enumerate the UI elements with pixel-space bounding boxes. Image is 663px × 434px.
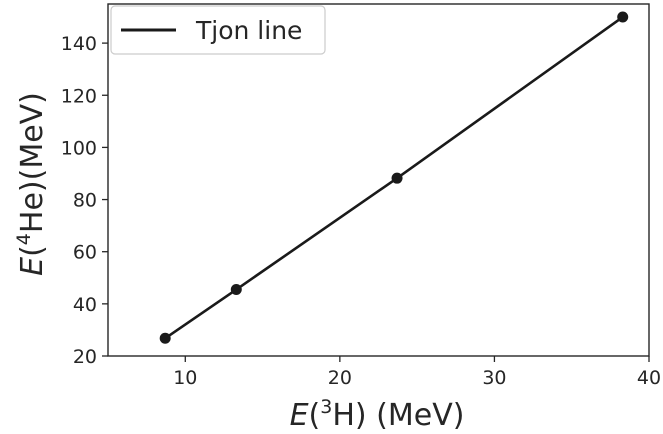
plot-frame	[107, 3, 650, 357]
data-point	[159, 332, 171, 344]
series-line	[164, 15, 624, 340]
data-point	[230, 284, 242, 296]
x-axis-label-rest: H) (MeV)	[332, 398, 464, 433]
y-tick-label: 140	[61, 33, 97, 55]
y-tick-label: 20	[73, 346, 97, 368]
y-tick-label: 120	[61, 85, 97, 107]
data-point	[617, 11, 629, 23]
y-axis-label-var: E	[15, 257, 50, 276]
x-axis-label-open: (	[309, 398, 321, 433]
legend-box	[110, 5, 326, 55]
y-tick-label: 100	[61, 137, 97, 159]
ticks: 10 20 30 40 20 40 60 80 100 120 140	[61, 33, 661, 389]
y-tick-label: 40	[73, 294, 97, 316]
y-axis-label: E(4He)(MeV)	[13, 92, 50, 276]
x-axis-label-sup: 3	[320, 396, 332, 418]
x-axis-label: E(3H) (MeV)	[290, 396, 465, 433]
y-axis-label-rest: He)(MeV)	[15, 92, 50, 233]
legend: Tjon line	[110, 5, 326, 55]
y-axis-label-open: (	[15, 245, 50, 257]
y-tick-label: 60	[73, 242, 97, 264]
y-axis-label-sup: 4	[13, 233, 35, 245]
x-tick-label: 20	[328, 367, 352, 389]
x-tick-label: 10	[173, 367, 197, 389]
x-tick-label: 30	[482, 367, 506, 389]
legend-label: Tjon line	[195, 16, 302, 45]
y-tick-label: 80	[73, 190, 97, 212]
x-axis-label-var: E	[290, 398, 309, 433]
series-layer	[159, 11, 629, 344]
data-point	[391, 172, 403, 184]
x-tick-label: 40	[637, 367, 661, 389]
